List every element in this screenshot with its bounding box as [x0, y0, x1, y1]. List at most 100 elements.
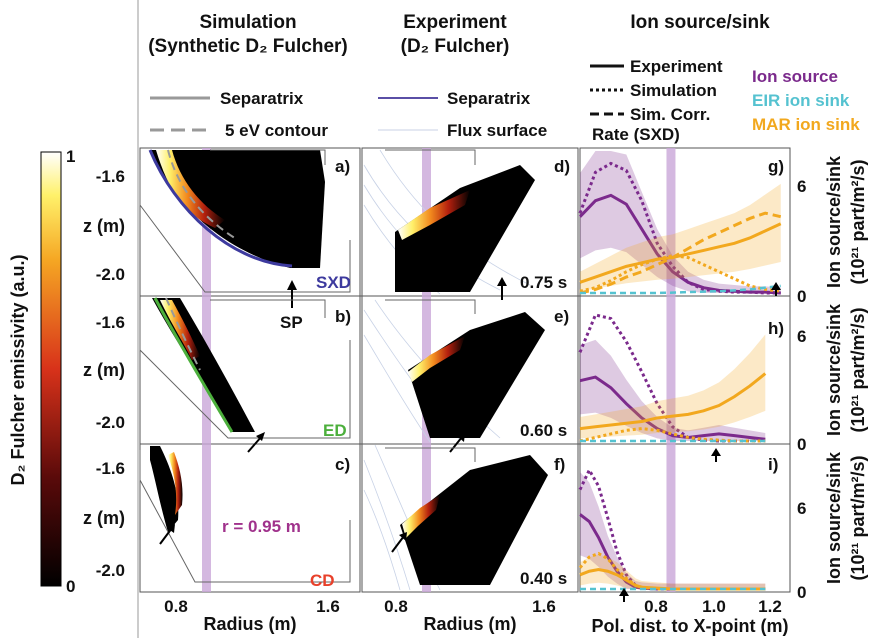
r-label: Radius (m): [423, 614, 516, 634]
r-tick: 1.6: [316, 597, 340, 616]
time-d: 0.75 s: [520, 273, 567, 292]
panel-label-i: i): [768, 455, 778, 474]
contour-5ev: [165, 297, 201, 371]
label-sxd: SXD: [316, 273, 351, 292]
r-tick: 0.8: [384, 597, 408, 616]
col3-title: Ion source/sink: [630, 12, 770, 33]
label-r: r = 0.95 m: [222, 517, 301, 536]
z-axis-labels: -1.6 z (m) -2.0 -1.6 z (m) -2.0 -1.6 z (…: [83, 167, 125, 580]
z-label: z (m): [83, 508, 125, 528]
legend-experiment: Experiment: [630, 57, 723, 76]
legend-separatrix: Separatrix: [220, 89, 304, 108]
legend-simcorr1: Sim. Corr.: [630, 105, 710, 124]
series-line-mar-ion-sink: [579, 254, 781, 293]
contour-5ev: [167, 149, 239, 241]
y-tick: 6: [797, 327, 806, 346]
vessel-wall: [139, 450, 351, 583]
separatrix-ed: [153, 297, 234, 433]
series-line-mar-ion-sink: [579, 211, 782, 295]
y-label: Ion source/sink: [824, 451, 844, 584]
legend-simulation: Simulation: [630, 81, 717, 100]
panel-label-h: h): [768, 319, 784, 338]
panel-label-a: a): [335, 157, 350, 176]
emission-domain: [395, 165, 535, 292]
separatrix-sxd: [148, 149, 293, 268]
z-tick: -1.6: [96, 167, 125, 186]
y-label-unit: (10²¹ part/m²/s): [848, 307, 868, 432]
colorbar: [40, 151, 62, 587]
distance-band: [666, 296, 676, 444]
uncertainty-band: [580, 334, 766, 439]
r-tick: 1.6: [532, 597, 556, 616]
vessel-wall: [139, 310, 351, 439]
emission-hotspot: [156, 150, 225, 228]
z-tick: -1.6: [96, 459, 125, 478]
y-tick: 6: [797, 499, 806, 518]
legend-eir: EIR ion sink: [752, 91, 850, 110]
y-tick: 0: [797, 287, 806, 306]
colorbar-label: D₂ Fulcher emissivity (a.u.): [8, 254, 28, 485]
uncertainty-band: [580, 151, 781, 293]
panel-label-e: e): [554, 307, 569, 326]
y-ticks-right: 6 0 6 0 6 0: [797, 177, 806, 602]
y-tick: 0: [797, 435, 806, 454]
r-label: Radius (m): [203, 614, 296, 634]
r-tick: 0.8: [164, 597, 188, 616]
z-label: z (m): [83, 216, 125, 236]
label-ed: ED: [323, 421, 347, 440]
legend-contour: 5 eV contour: [225, 121, 328, 140]
ion-source-plots: [578, 148, 782, 602]
legend-mar: MAR ion sink: [752, 115, 860, 134]
vessel-wall: [139, 160, 351, 293]
panel-label-g: g): [768, 157, 784, 176]
arrow: [159, 527, 173, 545]
legend-ion-source: Ion source: [752, 67, 838, 86]
y-label: Ion source/sink: [824, 155, 844, 288]
emission-hotspot: [160, 300, 200, 360]
colorbar-max: 1: [66, 147, 75, 166]
series-line-ion-source: [579, 375, 766, 441]
legend-simcorr2: Rate (SXD): [592, 125, 680, 144]
panel-label-c: c): [335, 455, 350, 474]
panel-d: d) 0.75 s: [363, 148, 570, 300]
panel-frames: [139, 147, 791, 593]
panel-a: a) SXD SP: [139, 148, 351, 332]
z-tick: -2.0: [96, 413, 125, 432]
emission-domain: [150, 150, 325, 268]
emission-hotspot: [398, 190, 470, 240]
series-line-mar-ion-sink: [579, 372, 767, 431]
y-tick: 0: [797, 583, 806, 602]
pol-tick: 0.8: [644, 597, 668, 616]
col2-subtitle: (D₂ Fulcher): [401, 36, 510, 57]
panel-label-f: f): [554, 455, 565, 474]
series-line-ion-source: [578, 466, 766, 591]
legend-flux: Flux surface: [447, 121, 547, 140]
y-labels-right: Ion source/sink (10²¹ part/m²/s) Ion sou…: [824, 155, 868, 584]
arrow-head: [167, 524, 175, 533]
distance-band: [666, 148, 676, 296]
label-sp: SP: [280, 313, 303, 332]
col2-title: Experiment: [403, 12, 507, 33]
time-f: 0.40 s: [520, 569, 567, 588]
series-line-ion-source: [578, 193, 781, 295]
label-cd: CD: [310, 571, 335, 590]
panel-b: b) ED: [139, 296, 351, 453]
series-line-mar-ion-sink: [578, 551, 766, 591]
marker-arrow-head: [771, 282, 781, 290]
panel-e: e) 0.60 s: [363, 296, 569, 453]
emission-hotspot: [402, 495, 440, 538]
emission-domain: [150, 446, 179, 532]
y-label: Ion source/sink: [824, 303, 844, 436]
panel-f: f) 0.40 s: [363, 444, 567, 592]
y-label-unit: (10²¹ part/m²/s): [848, 159, 868, 284]
emission-hotspot: [408, 336, 465, 382]
col1-subtitle: (Synthetic D₂ Fulcher): [148, 36, 348, 57]
pol-tick: 1.2: [758, 597, 782, 616]
series-line-eir-ion-sink: [580, 284, 781, 295]
y-label-unit: (10²¹ part/m²/s): [848, 455, 868, 580]
series-line-mar-ion-sink: [579, 222, 782, 284]
panel-label-d: d): [554, 157, 570, 176]
col1-title: Simulation: [199, 12, 296, 33]
emission-domain: [408, 312, 545, 438]
